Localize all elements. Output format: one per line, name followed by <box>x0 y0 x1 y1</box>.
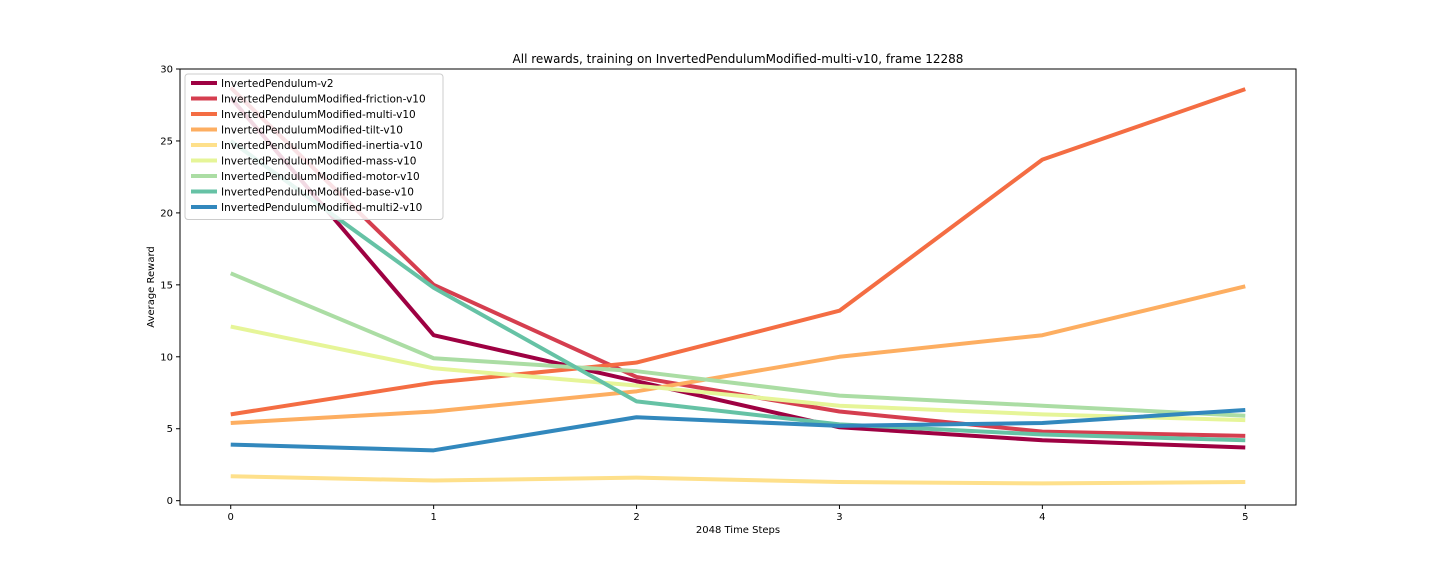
series-line-invertedpendulummodified-multi-v10 <box>230 87 1246 417</box>
x-tick-label: 2 <box>633 512 639 523</box>
legend-label: InvertedPendulumModified-tilt-v10 <box>221 125 403 137</box>
x-tick-label: 3 <box>836 512 842 523</box>
y-tick-label: 10 <box>160 352 173 363</box>
y-tick-label: 25 <box>160 136 173 147</box>
series-line-invertedpendulum-v2 <box>229 96 1246 450</box>
chart-title: All rewards, training on InvertedPendulu… <box>513 52 964 66</box>
legend-box <box>184 73 444 220</box>
y-tick-label: 30 <box>160 65 173 76</box>
x-tick-label: 5 <box>1242 512 1248 523</box>
axis-ticks: 0 1 2 3 4 5 0 5 10 15 20 25 30 <box>160 65 1248 524</box>
series-line-invertedpendulummodified-motor-v10 <box>229 271 1246 418</box>
x-tick-label: 1 <box>430 512 436 523</box>
x-axis-label: 2048 Time Steps <box>696 525 780 536</box>
plot-frame <box>179 68 1297 506</box>
y-tick-label: 20 <box>160 208 173 219</box>
legend-label: InvertedPendulumModified-friction-v10 <box>221 94 426 106</box>
series-line-invertedpendulummodified-inertia-v10 <box>230 474 1246 486</box>
x-tick-label: 0 <box>228 512 234 523</box>
y-tick-label: 0 <box>167 496 173 507</box>
legend-label: InvertedPendulum-v2 <box>221 78 334 90</box>
y-tick-label: 5 <box>167 424 173 435</box>
series-line-invertedpendulummodified-mass-v10 <box>230 324 1246 423</box>
series-line-invertedpendulummodified-multi2-v10 <box>230 408 1246 453</box>
legend-label: InvertedPendulumModified-multi-v10 <box>221 109 416 121</box>
y-tick-label: 15 <box>160 280 173 291</box>
x-tick-label: 4 <box>1039 512 1045 523</box>
legend-label: InvertedPendulumModified-multi2-v10 <box>221 202 422 214</box>
series-line-invertedpendulummodified-tilt-v10 <box>230 284 1246 425</box>
legend-label: InvertedPendulumModified-mass-v10 <box>221 156 416 168</box>
y-axis-label: Average Reward <box>146 246 157 327</box>
series-line-invertedpendulummodified-base-v10 <box>229 139 1246 443</box>
legend-label: InvertedPendulumModified-inertia-v10 <box>221 140 423 152</box>
legend-label: InvertedPendulumModified-motor-v10 <box>221 171 420 183</box>
legend-label: InvertedPendulumModified-base-v10 <box>221 187 414 199</box>
series-lines <box>229 86 1246 486</box>
legend: InvertedPendulum-v2 InvertedPendulumModif… <box>184 73 444 220</box>
